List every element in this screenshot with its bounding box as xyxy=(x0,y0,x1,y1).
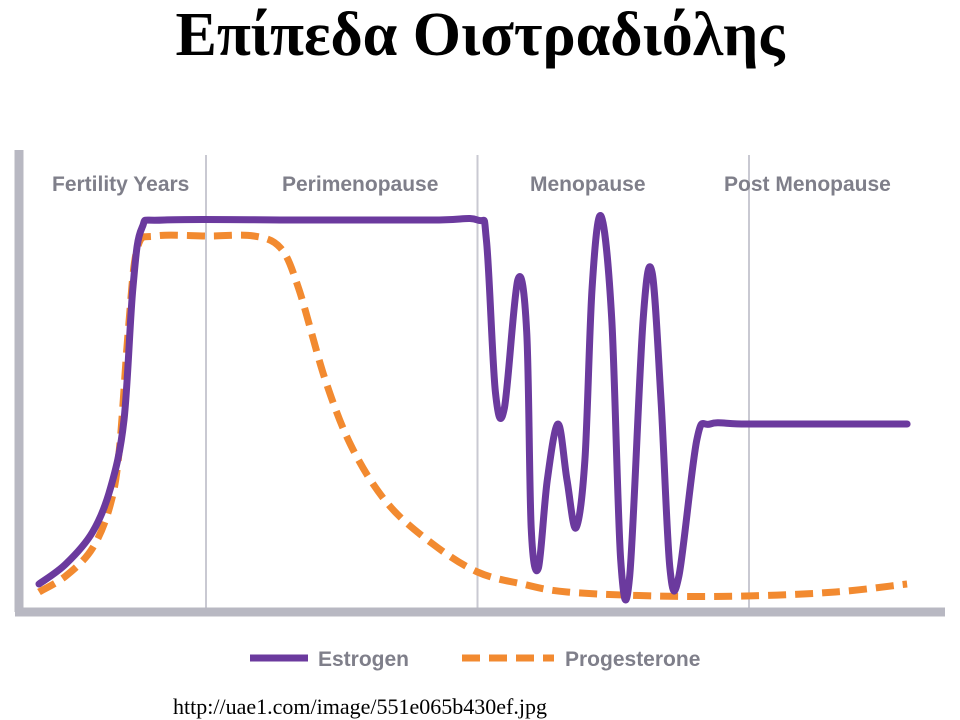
series-lines xyxy=(35,212,911,604)
phase-labels: Fertility Years Perimenopause Menopause Pos… xyxy=(52,173,891,196)
chart-legend: Estrogen Progesterone xyxy=(250,648,700,671)
source-url: http://uae1.com/image/551e065b430ef.jpg xyxy=(173,694,547,719)
hormone-levels-chart: Fertility Years Perimenopause Menopause Pos… xyxy=(14,150,945,671)
phase-dividers xyxy=(205,155,750,608)
legend-label-estrogen: Estrogen xyxy=(318,648,409,671)
series-line-progesterone xyxy=(37,231,908,601)
phase-label-post-menopause: Post Menopause xyxy=(724,173,891,196)
series-line-estrogen xyxy=(35,212,911,604)
phase-label-perimenopause: Perimenopause xyxy=(282,173,438,196)
legend-label-progesterone: Progesterone xyxy=(565,648,700,671)
slide-title: Επίπεδα Οιστραδιόλης xyxy=(175,1,785,69)
phase-label-menopause: Menopause xyxy=(530,173,646,196)
phase-label-fertility-years: Fertility Years xyxy=(52,173,189,196)
